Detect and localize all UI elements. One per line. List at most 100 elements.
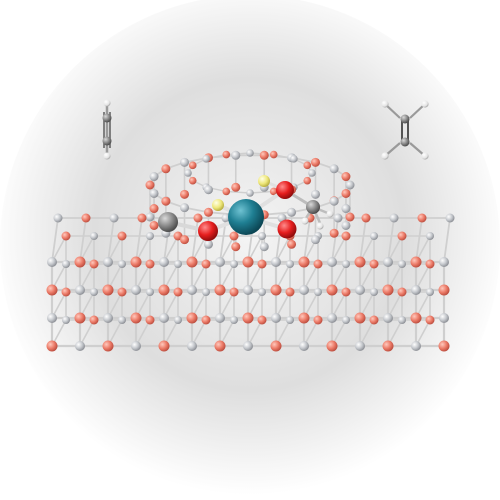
oxygen-atom xyxy=(341,287,351,297)
silicon-atom xyxy=(370,288,378,296)
silicon-atom xyxy=(411,285,421,295)
oxygen-atom xyxy=(130,312,142,324)
silicon-atom xyxy=(286,260,294,268)
silicon-atom xyxy=(333,213,343,223)
oxo-oxygen-top xyxy=(276,181,294,199)
oxygen-atom xyxy=(242,256,254,268)
oxygen-atom xyxy=(369,315,379,325)
silicon-atom xyxy=(75,285,85,295)
oxygen-atom xyxy=(188,161,197,170)
silicon-atom xyxy=(109,213,119,223)
silicon-atom xyxy=(259,242,269,252)
oxygen-atom xyxy=(326,340,338,352)
oxygen-atom xyxy=(369,259,379,269)
oxygen-atom xyxy=(242,312,254,324)
silicon-atom xyxy=(411,341,421,351)
silicon-atom xyxy=(308,169,316,177)
silicon-atom xyxy=(439,313,449,323)
oxygen-atom xyxy=(74,312,86,324)
silicon-atom xyxy=(327,257,337,267)
silicon-atom xyxy=(149,188,159,198)
oxygen-atom xyxy=(158,284,170,296)
oxygen-atom xyxy=(117,287,127,297)
oxygen-atom xyxy=(303,161,312,170)
oxo-oxygen-left xyxy=(198,221,218,241)
oxygen-atom xyxy=(89,259,99,269)
oxygen-atom xyxy=(145,315,155,325)
oxygen-atom xyxy=(361,213,371,223)
silicon-atom xyxy=(355,341,365,351)
silicon-atom xyxy=(47,313,57,323)
oxygen-atom xyxy=(354,256,366,268)
oxo-oxygen-right xyxy=(277,219,297,239)
hydroxyl-hydrogen-2 xyxy=(258,175,270,187)
silicon-atom xyxy=(159,257,169,267)
oxygen-atom xyxy=(145,259,155,269)
silicon-atom xyxy=(62,260,70,268)
silicon-atom xyxy=(310,235,320,245)
silicon-atom xyxy=(389,213,399,223)
silicon-atom xyxy=(180,203,190,213)
silicon-atom xyxy=(62,316,70,324)
silicon-atom xyxy=(342,316,350,324)
silicon-atom xyxy=(230,260,238,268)
active-site xyxy=(158,175,334,241)
oxygen-atom xyxy=(231,242,241,252)
oxygen-atom xyxy=(341,231,351,241)
oxygen-atom xyxy=(186,312,198,324)
silicon-atom xyxy=(246,149,254,157)
oxygen-atom xyxy=(270,284,282,296)
oxygen-atom xyxy=(425,315,435,325)
acetylene-h-top xyxy=(103,99,111,107)
silicon-atom xyxy=(202,288,210,296)
oxygen-atom xyxy=(285,287,295,297)
silicon-atom xyxy=(202,155,210,163)
oxygen-atom xyxy=(310,157,320,167)
oxygen-atom xyxy=(287,239,297,249)
silicon-atom xyxy=(103,313,113,323)
silicon-atom xyxy=(287,207,297,217)
silicon-atom xyxy=(299,341,309,351)
oxygen-atom xyxy=(410,312,422,324)
oxygen-atom xyxy=(269,150,278,159)
silicon-atom xyxy=(258,288,266,296)
silicon-atom xyxy=(118,316,126,324)
silicon-atom xyxy=(53,213,63,223)
oxygen-atom xyxy=(257,315,267,325)
oxygen-atom xyxy=(161,196,171,206)
oxygen-atom xyxy=(188,176,197,185)
silicon-atom xyxy=(342,260,350,268)
silicon-atom xyxy=(286,316,294,324)
oxygen-atom xyxy=(341,188,351,198)
oxygen-atom xyxy=(313,259,323,269)
acetylene-c-top xyxy=(102,113,112,123)
silicon-atom xyxy=(383,313,393,323)
oxygen-atom xyxy=(397,287,407,297)
silicon-atom xyxy=(345,180,355,190)
silicon-atom xyxy=(383,257,393,267)
silicon-atom xyxy=(131,285,141,295)
silicon-atom xyxy=(184,169,192,177)
silicon-atom xyxy=(203,239,213,249)
silicon-atom xyxy=(90,232,98,240)
oxygen-atom xyxy=(117,231,127,241)
silicon-atom xyxy=(246,189,254,197)
silicon-atom xyxy=(103,257,113,267)
silicon-atom xyxy=(243,341,253,351)
hydroxyl-hydrogen-1 xyxy=(212,199,224,211)
acetylene-molecule xyxy=(102,99,112,160)
silicon-atom xyxy=(174,316,182,324)
oxygen-atom xyxy=(229,231,239,241)
silicon-atom xyxy=(439,257,449,267)
silicon-atom xyxy=(355,285,365,295)
silicon-atom xyxy=(146,288,154,296)
oxygen-atom xyxy=(81,213,91,223)
silicon-atom xyxy=(174,260,182,268)
oxygen-atom xyxy=(149,204,159,214)
oxygen-atom xyxy=(201,315,211,325)
oxygen-atom xyxy=(173,287,183,297)
acetylene-h-bottom xyxy=(103,152,111,160)
oxygen-atom xyxy=(229,287,239,297)
silicon-atom xyxy=(327,313,337,323)
